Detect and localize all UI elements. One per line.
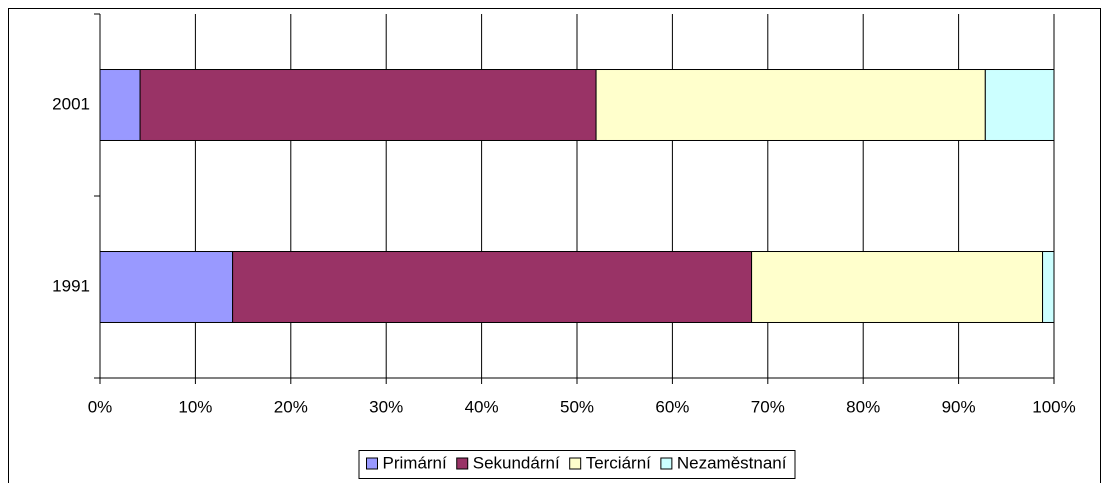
bar-segment bbox=[232, 251, 753, 323]
x-tick-label: 40% bbox=[465, 397, 499, 416]
bar-segment bbox=[984, 69, 1055, 141]
x-tick-label: 60% bbox=[655, 397, 689, 416]
y-tick-label: 2001 bbox=[52, 94, 90, 113]
x-tick-label: 80% bbox=[846, 397, 880, 416]
legend-label: Terciární bbox=[586, 453, 651, 472]
legend-swatch bbox=[366, 457, 378, 470]
bar-segment bbox=[99, 251, 234, 323]
legend-swatch bbox=[660, 457, 673, 470]
x-tick-label: 30% bbox=[369, 397, 403, 416]
bar-segment bbox=[99, 69, 141, 141]
x-tick-label: 70% bbox=[751, 397, 785, 416]
legend-swatch bbox=[569, 457, 582, 470]
legend-swatch bbox=[456, 457, 469, 470]
bar-segment bbox=[751, 251, 1044, 323]
legend-label: Primární bbox=[383, 453, 448, 472]
x-tick-label: 100% bbox=[1032, 397, 1075, 416]
x-tick-label: 90% bbox=[942, 397, 976, 416]
chart-frame bbox=[8, 8, 1101, 483]
x-tick-label: 20% bbox=[274, 397, 308, 416]
bar-segment bbox=[595, 69, 986, 141]
x-tick-label: 50% bbox=[560, 397, 594, 416]
x-tick-label: 0% bbox=[88, 397, 113, 416]
y-tick-label: 1991 bbox=[52, 276, 90, 295]
legend-label: Sekundární bbox=[473, 453, 560, 472]
legend-label: Nezaměstnaní bbox=[677, 453, 787, 472]
bar-segment bbox=[1042, 251, 1055, 323]
bar-segment bbox=[139, 69, 597, 141]
x-tick-label: 10% bbox=[178, 397, 212, 416]
